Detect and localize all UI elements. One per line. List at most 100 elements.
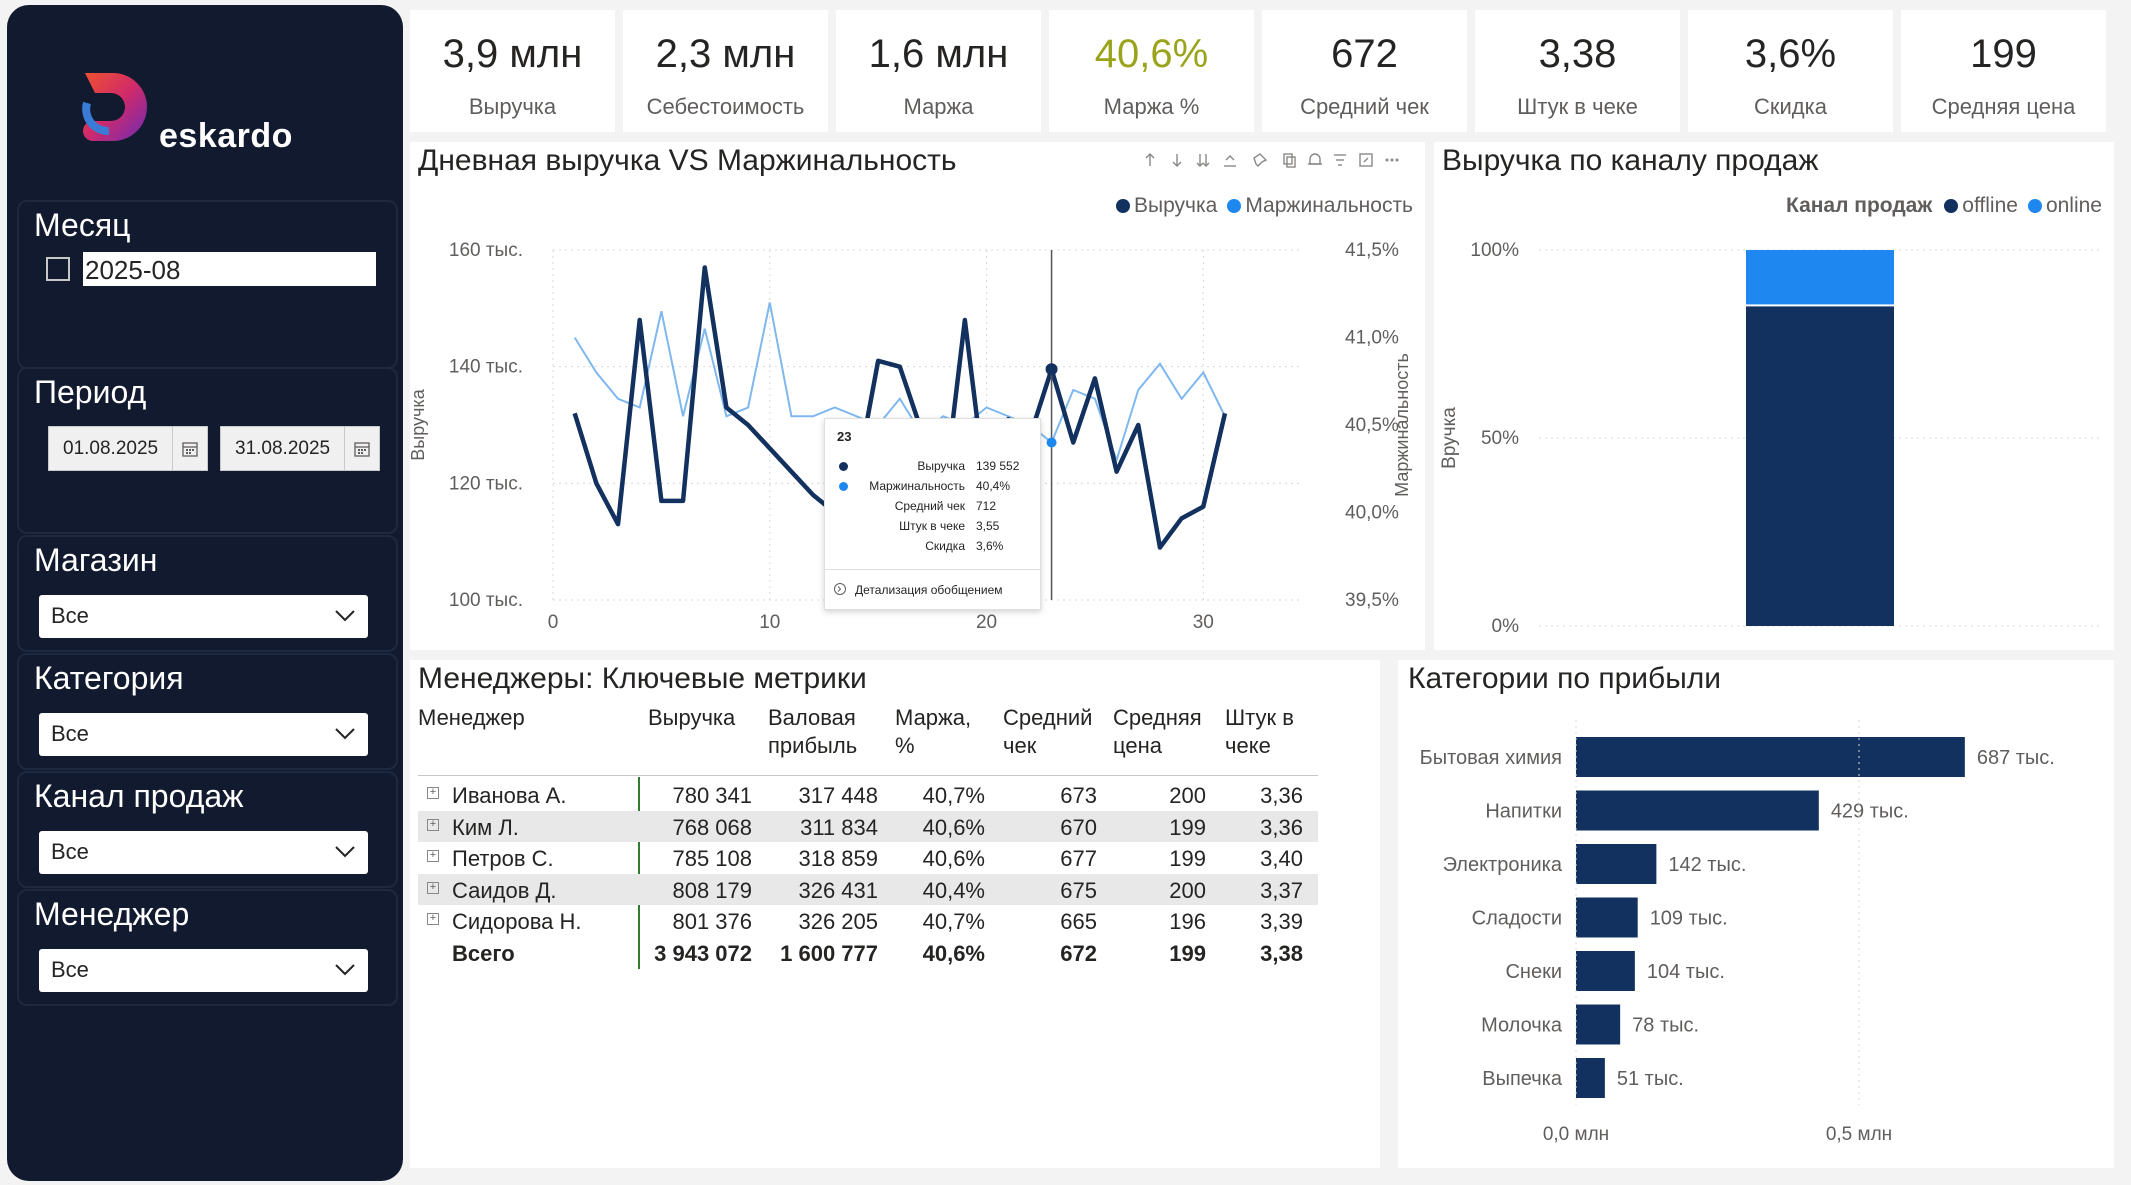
table-cell: 768 068 bbox=[672, 814, 752, 840]
filter-icon[interactable] bbox=[1334, 154, 1346, 166]
period-to-input[interactable]: 31.08.2025 bbox=[220, 426, 380, 471]
kpi-value: 40,6% bbox=[1094, 32, 1209, 76]
column-header[interactable]: Маржа, % bbox=[895, 705, 972, 758]
legend-label-online[interactable]: online bbox=[2045, 194, 2102, 217]
expand-hierarchy-icon[interactable] bbox=[1224, 155, 1236, 167]
kpi-card-revenue[interactable]: 3,9 млн Выручка bbox=[410, 10, 615, 132]
chart-tooltip: 23 Выручка 139 552 Маржинальность 40,4% Сред… bbox=[824, 418, 1041, 610]
table-cell: 785 108 bbox=[672, 846, 752, 871]
drill-icon[interactable] bbox=[833, 582, 847, 596]
expand-icon[interactable]: + bbox=[427, 787, 439, 799]
store-dropdown-value: Все bbox=[51, 603, 89, 628]
channel-dropdown-value: Все bbox=[51, 839, 89, 864]
manager-dropdown-value: Все bbox=[51, 957, 89, 982]
expand-icon[interactable]: + bbox=[427, 818, 439, 831]
table-cell: 672 bbox=[1060, 940, 1097, 966]
double-arrow-down-icon[interactable] bbox=[1196, 154, 1210, 167]
table-cell: 326 205 bbox=[798, 909, 878, 934]
tooltip-value: 3,55 bbox=[976, 519, 1000, 533]
legend-title: Канал продаж bbox=[1786, 194, 1933, 217]
kpi-card-cost[interactable]: 2,3 млн Себестоимость bbox=[623, 10, 828, 132]
kpi-value: 199 bbox=[1970, 32, 2037, 76]
table-cell: 199 bbox=[1169, 846, 1206, 871]
arrow-up-icon[interactable] bbox=[1145, 153, 1155, 166]
calendar-icon[interactable] bbox=[172, 427, 207, 470]
y-right-tick-label: 41,0% bbox=[1345, 328, 1399, 349]
category-bar bbox=[1576, 1058, 1605, 1098]
legend-label-offline[interactable]: offline bbox=[1962, 194, 2018, 217]
kpi-label: Штук в чеке bbox=[1517, 94, 1638, 119]
column-header[interactable]: Штук в чеке bbox=[1225, 705, 1294, 758]
kpi-label: Себестоимость bbox=[646, 94, 805, 119]
brand-name: eskardo bbox=[159, 117, 293, 155]
expand-icon[interactable]: + bbox=[427, 881, 439, 894]
month-checkbox[interactable] bbox=[46, 257, 70, 281]
chart-legend: Выручка Маржинальность bbox=[1116, 194, 1413, 218]
column-header[interactable]: Средний чек bbox=[1003, 705, 1093, 758]
category-label: Бытовая химия bbox=[1420, 747, 1562, 769]
chart-title: Категории по прибыли bbox=[1408, 662, 1722, 695]
channel-dropdown[interactable]: Все bbox=[39, 831, 368, 874]
kpi-card-avg-price[interactable]: 199 Средняя цена bbox=[1901, 10, 2106, 132]
column-header[interactable]: Средняя цена bbox=[1113, 705, 1202, 758]
tooltip-drill-link[interactable]: Детализация обобщением bbox=[855, 583, 1003, 597]
category-label: Электроника bbox=[1443, 854, 1563, 876]
kpi-card-items-per-check[interactable]: 3,38 Штук в чеке bbox=[1475, 10, 1680, 132]
table-row[interactable] bbox=[418, 873, 1318, 905]
expand-icon[interactable]: + bbox=[427, 850, 439, 862]
data-label: 51 тыс. bbox=[1617, 1068, 1684, 1090]
table-cell: 808 179 bbox=[672, 877, 752, 903]
calendar-icon[interactable] bbox=[344, 427, 379, 470]
table-cell: 675 bbox=[1060, 877, 1097, 903]
column-header[interactable]: Выручка bbox=[648, 705, 736, 730]
y-left-tick-label: 160 тыс. bbox=[449, 240, 523, 261]
table-cell: 1 600 777 bbox=[780, 940, 878, 966]
column-header[interactable]: Валовая прибыль bbox=[768, 705, 858, 758]
y-right-axis-title: Маржинальность bbox=[1392, 353, 1412, 497]
arrow-down-icon[interactable] bbox=[1172, 154, 1182, 167]
legend-label-revenue[interactable]: Выручка bbox=[1134, 194, 1218, 217]
pin-icon[interactable] bbox=[1253, 153, 1268, 167]
table-cell: 673 bbox=[1060, 783, 1097, 808]
category-bar bbox=[1576, 951, 1635, 991]
y-right-tick-label: 40,0% bbox=[1345, 503, 1399, 524]
y-right-tick-label: 39,5% bbox=[1345, 590, 1399, 611]
category-label: Молочка bbox=[1481, 1015, 1563, 1037]
table-cell: 3,38 bbox=[1260, 940, 1303, 966]
manager-dropdown[interactable]: Все bbox=[39, 949, 368, 992]
tooltip-row: Средний чек 712 bbox=[825, 499, 1040, 517]
kpi-card-margin-pct[interactable]: 40,6% Маржа % bbox=[1049, 10, 1254, 132]
horizontal-bar-plot[interactable]: Бытовая химия 687 тыс. Напитки 429 тыс. Элек… bbox=[1398, 660, 2114, 1168]
chevron-down-icon bbox=[335, 964, 355, 976]
table-cell: 801 376 bbox=[672, 909, 752, 934]
expand-icon[interactable]: + bbox=[427, 913, 439, 925]
bell-icon[interactable] bbox=[1308, 153, 1322, 165]
kpi-label: Средняя цена bbox=[1931, 94, 2076, 119]
table-cell: 311 834 bbox=[800, 814, 878, 840]
period-from-input[interactable]: 01.08.2025 bbox=[48, 426, 208, 471]
more-options-icon[interactable] bbox=[1385, 158, 1399, 162]
category-dropdown[interactable]: Все bbox=[39, 713, 368, 756]
category-profit-chart[interactable]: Категории по прибыли Бытовая химия 687 ты… bbox=[1398, 660, 2114, 1168]
table-cell: 3 943 072 bbox=[654, 940, 752, 966]
kpi-card-margin[interactable]: 1,6 млн Маржа bbox=[836, 10, 1041, 132]
brand-logo: eskardo bbox=[79, 67, 359, 157]
kpi-card-avg-check[interactable]: 672 Средний чек bbox=[1262, 10, 1467, 132]
channel-chart[interactable]: Выручка по каналу продаж Канал продаж of… bbox=[1434, 142, 2114, 650]
kpi-card-discount[interactable]: 3,6% Скидка bbox=[1688, 10, 1893, 132]
table-row[interactable] bbox=[418, 810, 1318, 842]
period-to-value: 31.08.2025 bbox=[235, 438, 331, 459]
legend-label-margin[interactable]: Маржинальность bbox=[1245, 194, 1413, 217]
column-header[interactable]: Менеджер bbox=[418, 705, 525, 730]
kpi-label: Маржа bbox=[903, 94, 974, 119]
copy-icon[interactable] bbox=[1283, 153, 1296, 168]
stacked-bar-plot[interactable]: 100% 50% 0% Вручка bbox=[1434, 142, 2114, 650]
category-bar bbox=[1576, 897, 1638, 938]
month-value-field[interactable]: 2025-08 bbox=[83, 252, 376, 286]
y-right-tick-label: 40,5% bbox=[1345, 415, 1399, 436]
tooltip-value: 3,6% bbox=[976, 539, 1004, 553]
focus-mode-icon[interactable] bbox=[1359, 153, 1373, 167]
daily-revenue-chart[interactable]: Дневная выручка VS Маржинальность Выручк… bbox=[410, 142, 1425, 650]
managers-table: Менеджеры: Ключевые метрики Менеджер Выру… bbox=[410, 660, 1380, 1168]
store-dropdown[interactable]: Все bbox=[39, 595, 368, 638]
